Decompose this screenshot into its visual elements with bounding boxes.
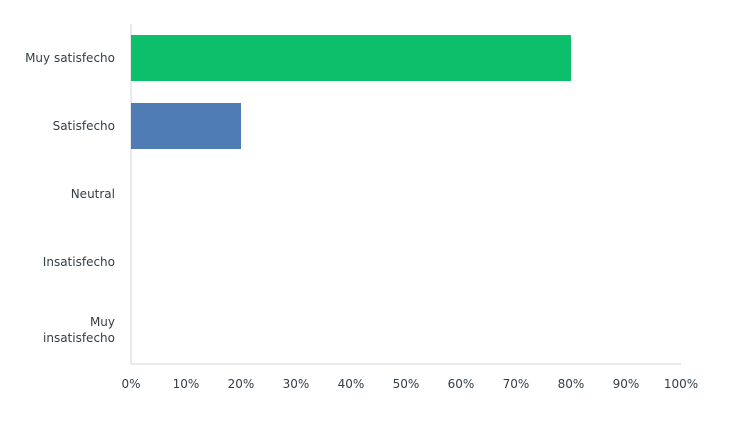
x-tick-label: 70% <box>502 377 530 391</box>
y-tick-label: Insatisfecho <box>42 255 115 269</box>
y-tick-label: Neutral <box>70 187 115 201</box>
x-tick-label: 80% <box>557 377 585 391</box>
bar <box>131 103 241 149</box>
x-tick-label: 10% <box>172 377 200 391</box>
y-tick-label: Satisfecho <box>52 119 115 133</box>
y-tick-label: Muy satisfecho <box>25 51 115 65</box>
y-tick-label: Muy insatisfecho <box>43 315 115 345</box>
x-tick-label: 60% <box>447 377 475 391</box>
x-tick-label: 40% <box>337 377 365 391</box>
x-tick-label: 20% <box>227 377 255 391</box>
bar <box>131 35 571 81</box>
x-tick-label: 100% <box>663 377 699 391</box>
x-tick-label: 0% <box>121 377 141 391</box>
x-tick-label: 90% <box>612 377 640 391</box>
x-tick-label: 50% <box>392 377 420 391</box>
x-tick-label: 30% <box>282 377 310 391</box>
